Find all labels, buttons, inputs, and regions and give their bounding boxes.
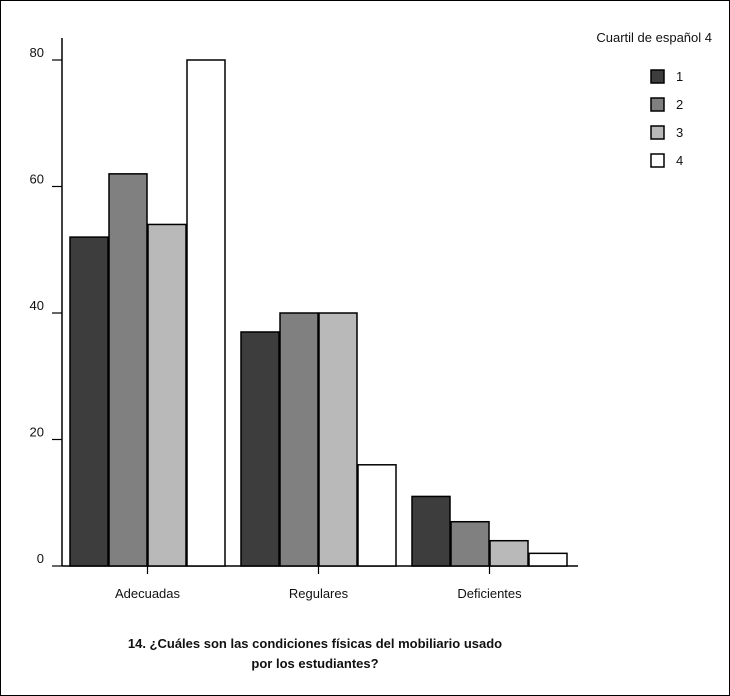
bar-adecuadas-series-3 <box>147 223 187 567</box>
x-tick-label: Adecuadas <box>115 586 181 601</box>
bar-regulares-series-4 <box>357 464 397 567</box>
legend-swatch-4 <box>650 153 665 168</box>
legend-label-2: 2 <box>676 97 683 112</box>
legend-label-1: 1 <box>676 69 683 84</box>
bar-deficientes-series-3 <box>489 539 529 567</box>
bar-regulares-series-1 <box>240 331 280 567</box>
y-tick-label: 20 <box>30 425 44 440</box>
legend-swatch-3 <box>650 125 665 140</box>
caption-line-1: 14. ¿Cuáles son las condiciones físicas … <box>127 636 503 651</box>
legend-label-3: 3 <box>676 125 683 140</box>
x-tick-label: Regulares <box>289 586 349 601</box>
caption-line-2: por los estudiantes? <box>251 656 379 671</box>
bars <box>69 59 568 567</box>
legend-title: Cuartil de español 4 <box>596 30 712 45</box>
legend-swatch-2 <box>650 97 665 112</box>
y-tick-label: 80 <box>30 45 44 60</box>
legend-label-4: 4 <box>676 153 683 168</box>
bar-deficientes-series-4 <box>528 552 568 567</box>
legend-swatch-1 <box>650 69 665 84</box>
bar-deficientes-series-2 <box>450 520 490 567</box>
bar-deficientes-series-1 <box>411 495 451 567</box>
y-tick-label: 0 <box>37 551 44 566</box>
bar-adecuadas-series-1 <box>69 236 109 567</box>
bar-adecuadas-series-4 <box>186 59 226 567</box>
y-tick-label: 40 <box>30 298 44 313</box>
x-tick-label: Deficientes <box>457 586 522 601</box>
y-tick-label: 60 <box>30 172 44 187</box>
bar-regulares-series-2 <box>279 312 319 567</box>
bar-adecuadas-series-2 <box>108 173 148 567</box>
legend: Cuartil de español 4 1 2 3 4 <box>596 30 712 168</box>
chart-caption: 14. ¿Cuáles son las condiciones físicas … <box>0 634 630 674</box>
bar-regulares-series-3 <box>318 312 358 567</box>
